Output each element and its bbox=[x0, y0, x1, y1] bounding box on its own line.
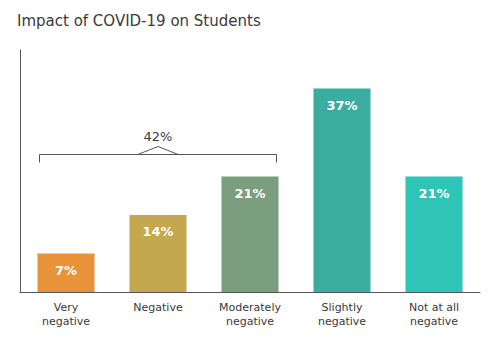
svg-text:21%: 21% bbox=[234, 186, 265, 201]
svg-text:7%: 7% bbox=[55, 263, 77, 278]
svg-text:negative: negative bbox=[226, 315, 274, 328]
svg-text:37%: 37% bbox=[326, 98, 357, 113]
svg-text:14%: 14% bbox=[142, 224, 173, 239]
svg-text:Slightly: Slightly bbox=[322, 301, 363, 314]
svg-text:Not at all: Not at all bbox=[409, 301, 459, 314]
svg-text:Moderately: Moderately bbox=[219, 301, 281, 314]
svg-text:negative: negative bbox=[42, 315, 90, 328]
svg-text:negative: negative bbox=[318, 315, 366, 328]
svg-text:42%: 42% bbox=[144, 129, 173, 144]
svg-text:21%: 21% bbox=[418, 186, 449, 201]
svg-text:Very: Very bbox=[54, 301, 79, 314]
svg-text:negative: negative bbox=[410, 315, 458, 328]
svg-text:Negative: Negative bbox=[133, 301, 183, 314]
svg-text:Impact of COVID-19 on Students: Impact of COVID-19 on Students bbox=[17, 12, 261, 30]
